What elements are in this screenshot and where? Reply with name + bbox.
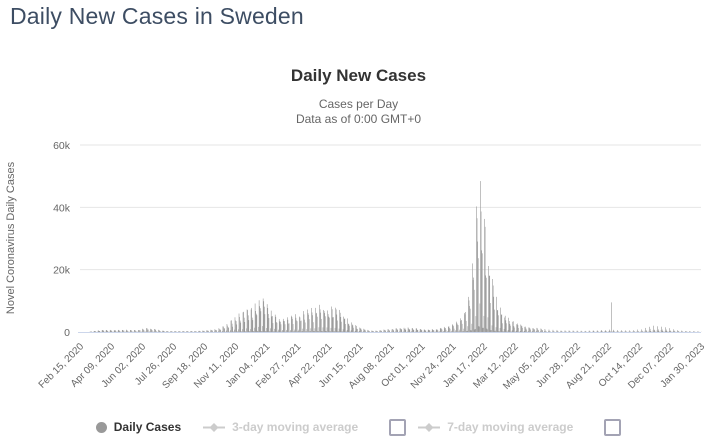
chart-legend: Daily Cases 3-day moving average 7-day m… bbox=[0, 415, 717, 439]
y-axis-labels: 0 20k 40k 60k bbox=[53, 140, 71, 339]
legend-item-daily-cases[interactable]: Daily Cases bbox=[95, 420, 182, 434]
page-title: Daily New Cases in Sweden bbox=[10, 3, 304, 29]
checkbox-7day-avg[interactable] bbox=[604, 418, 622, 436]
diamond-line-marker-icon bbox=[203, 422, 226, 432]
y-axis-title: Novel Coronavirus Daily Cases bbox=[5, 161, 17, 314]
checkbox-3day-avg[interactable] bbox=[389, 418, 407, 436]
chart-title: Daily New Cases bbox=[290, 66, 427, 85]
chart-plot-area[interactable]: 0 20k 40k 60k Novel Coronavirus Daily Cases F… bbox=[0, 130, 717, 410]
bars-layer[interactable] bbox=[89, 181, 702, 332]
chart-subtitle: Cases per Day Data as of 0:00 GMT+0 bbox=[0, 97, 717, 127]
svg-text:40k: 40k bbox=[53, 202, 71, 214]
legend-label-7day-avg: 7-day moving average bbox=[447, 420, 574, 434]
legend-label-daily-cases: Daily Cases bbox=[113, 420, 182, 434]
legend-item-3day-avg[interactable]: 3-day moving average bbox=[203, 420, 358, 434]
diamond-line-marker-icon bbox=[418, 422, 441, 432]
chart-subtitle-line1: Cases per Day bbox=[318, 97, 399, 111]
gridlines bbox=[80, 144, 701, 271]
svg-text:20k: 20k bbox=[53, 265, 71, 277]
chart-subtitle-line2: Data as of 0:00 GMT+0 bbox=[295, 112, 422, 126]
legend-label-3day-avg: 3-day moving average bbox=[232, 420, 359, 434]
svg-text:0: 0 bbox=[64, 327, 70, 339]
series-circle-marker-icon bbox=[95, 421, 107, 433]
legend-item-7day-avg[interactable]: 7-day moving average bbox=[418, 420, 573, 434]
svg-text:60k: 60k bbox=[53, 140, 71, 152]
